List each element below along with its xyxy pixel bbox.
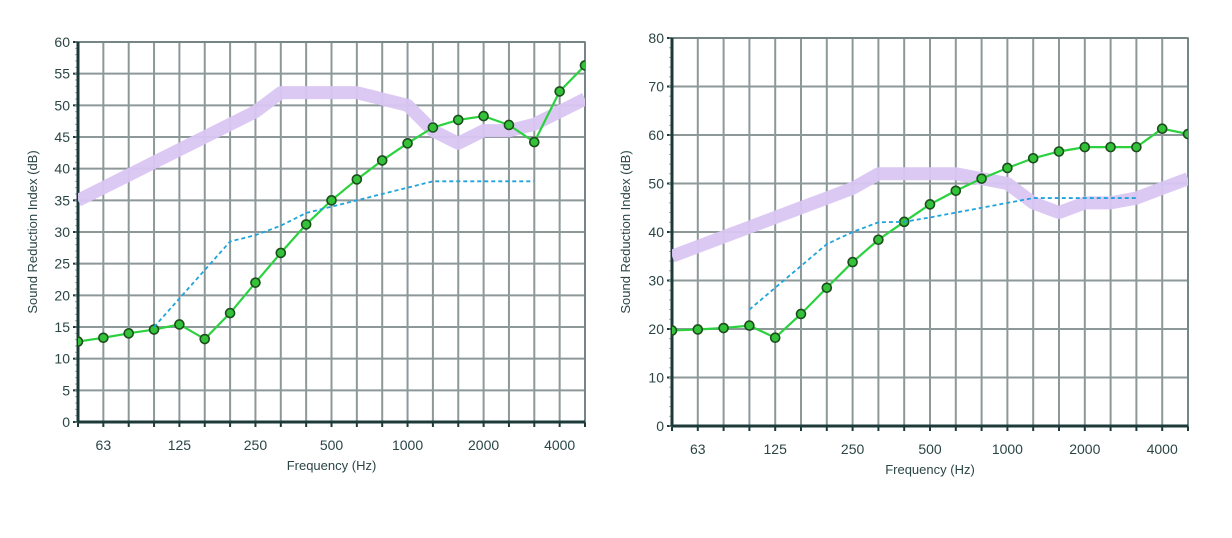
x-tick-label: 250: [841, 441, 865, 457]
y-tick-label: 40: [54, 161, 70, 177]
data-point: [950, 185, 962, 197]
data-point: [78, 336, 84, 347]
series-layer: [78, 60, 585, 347]
data-point: [376, 155, 388, 166]
data-point: [402, 138, 413, 149]
x-axis-label: Frequency (Hz): [287, 458, 377, 473]
y-tick-label: 55: [54, 66, 70, 82]
y-tick-label: 10: [54, 351, 70, 367]
data-point: [148, 324, 160, 335]
y-tick-label: 10: [648, 370, 664, 386]
y-tick-label: 80: [648, 30, 664, 46]
data-point: [528, 136, 540, 148]
data-point: [427, 122, 439, 133]
data-point: [98, 332, 109, 344]
data-point: [199, 333, 211, 345]
data-point: [692, 324, 704, 335]
x-tick-label: 4000: [1147, 441, 1178, 457]
series-predicted-line: [748, 197, 1137, 311]
x-tick-label: 1000: [992, 441, 1023, 457]
series-reference-line: [78, 86, 585, 207]
data-point: [1027, 152, 1039, 164]
data-point: [1002, 162, 1013, 174]
data-point: [718, 322, 729, 334]
y-tick-label: 50: [648, 176, 664, 192]
y-axis-label: Sound Reduction Index (dB): [25, 150, 40, 313]
x-tick-label: 1000: [392, 437, 423, 453]
chart-2: 0 10 20 30 40 50 60 70 80 63 125 250 500 1000 2000 4000…: [618, 30, 1189, 477]
data-point: [847, 256, 858, 268]
x-tick-label: 500: [918, 441, 942, 457]
series-reference-line: [672, 167, 1188, 263]
y-tick-label: 60: [648, 127, 664, 143]
x-tick-label: 2000: [468, 437, 499, 453]
x-tick-label: 63: [690, 441, 706, 457]
data-point: [554, 86, 565, 97]
data-point: [503, 119, 515, 131]
y-tick-label: 20: [648, 321, 664, 337]
y-tick-label: 50: [54, 97, 70, 113]
data-point: [821, 282, 833, 294]
x-tick-label: 125: [764, 441, 788, 457]
y-tick-label: 45: [54, 129, 70, 145]
data-point: [924, 199, 936, 210]
data-point: [326, 195, 337, 206]
data-point: [275, 247, 287, 259]
data-point: [300, 219, 312, 230]
data-point: [351, 174, 363, 185]
series-predicted-line: [153, 180, 535, 328]
y-tick-label: 35: [54, 192, 70, 208]
data-point: [174, 319, 185, 330]
data-point: [795, 308, 807, 320]
data-point: [123, 328, 134, 339]
y-tick-label: 60: [54, 34, 70, 50]
data-point: [1182, 128, 1188, 140]
y-tick-label: 25: [54, 256, 70, 272]
data-point: [1105, 141, 1116, 153]
x-tick-label: 500: [320, 437, 344, 453]
x-tick-label: 4000: [544, 437, 575, 453]
data-point: [1131, 141, 1142, 153]
y-tick-label: 30: [648, 273, 664, 289]
y-tick-label: 5: [62, 382, 70, 398]
y-tick-label: 40: [648, 224, 664, 240]
data-point: [672, 325, 678, 336]
data-point: [976, 173, 987, 184]
data-point: [769, 332, 781, 344]
x-axis-label: Frequency (Hz): [885, 462, 975, 477]
data-point: [873, 234, 884, 246]
x-tick-label: 125: [168, 437, 192, 453]
data-point: [224, 307, 236, 319]
y-tick-label: 70: [648, 79, 664, 95]
data-point: [452, 114, 464, 126]
chart-1: 0 5 10 15 20 25 30 35 40 45 50 55 60 63 125 250 500 1000 2…: [25, 34, 586, 473]
data-point: [1053, 146, 1065, 157]
x-tick-label: 63: [96, 437, 112, 453]
x-tick-label: 2000: [1069, 441, 1100, 457]
y-tick-label: 15: [54, 319, 70, 335]
y-tick-label: 30: [54, 224, 70, 240]
data-point: [1079, 141, 1091, 153]
data-point: [1156, 123, 1168, 134]
y-tick-label: 0: [62, 414, 70, 430]
data-point: [250, 277, 261, 288]
x-tick-label: 250: [244, 437, 268, 453]
y-tick-label: 0: [656, 418, 664, 434]
y-tick-label: 20: [54, 287, 70, 303]
data-point: [744, 320, 755, 331]
data-point: [478, 110, 489, 122]
data-point: [579, 60, 585, 71]
y-axis-label: Sound Reduction Index (dB): [618, 150, 633, 313]
series-layer: [672, 123, 1188, 344]
